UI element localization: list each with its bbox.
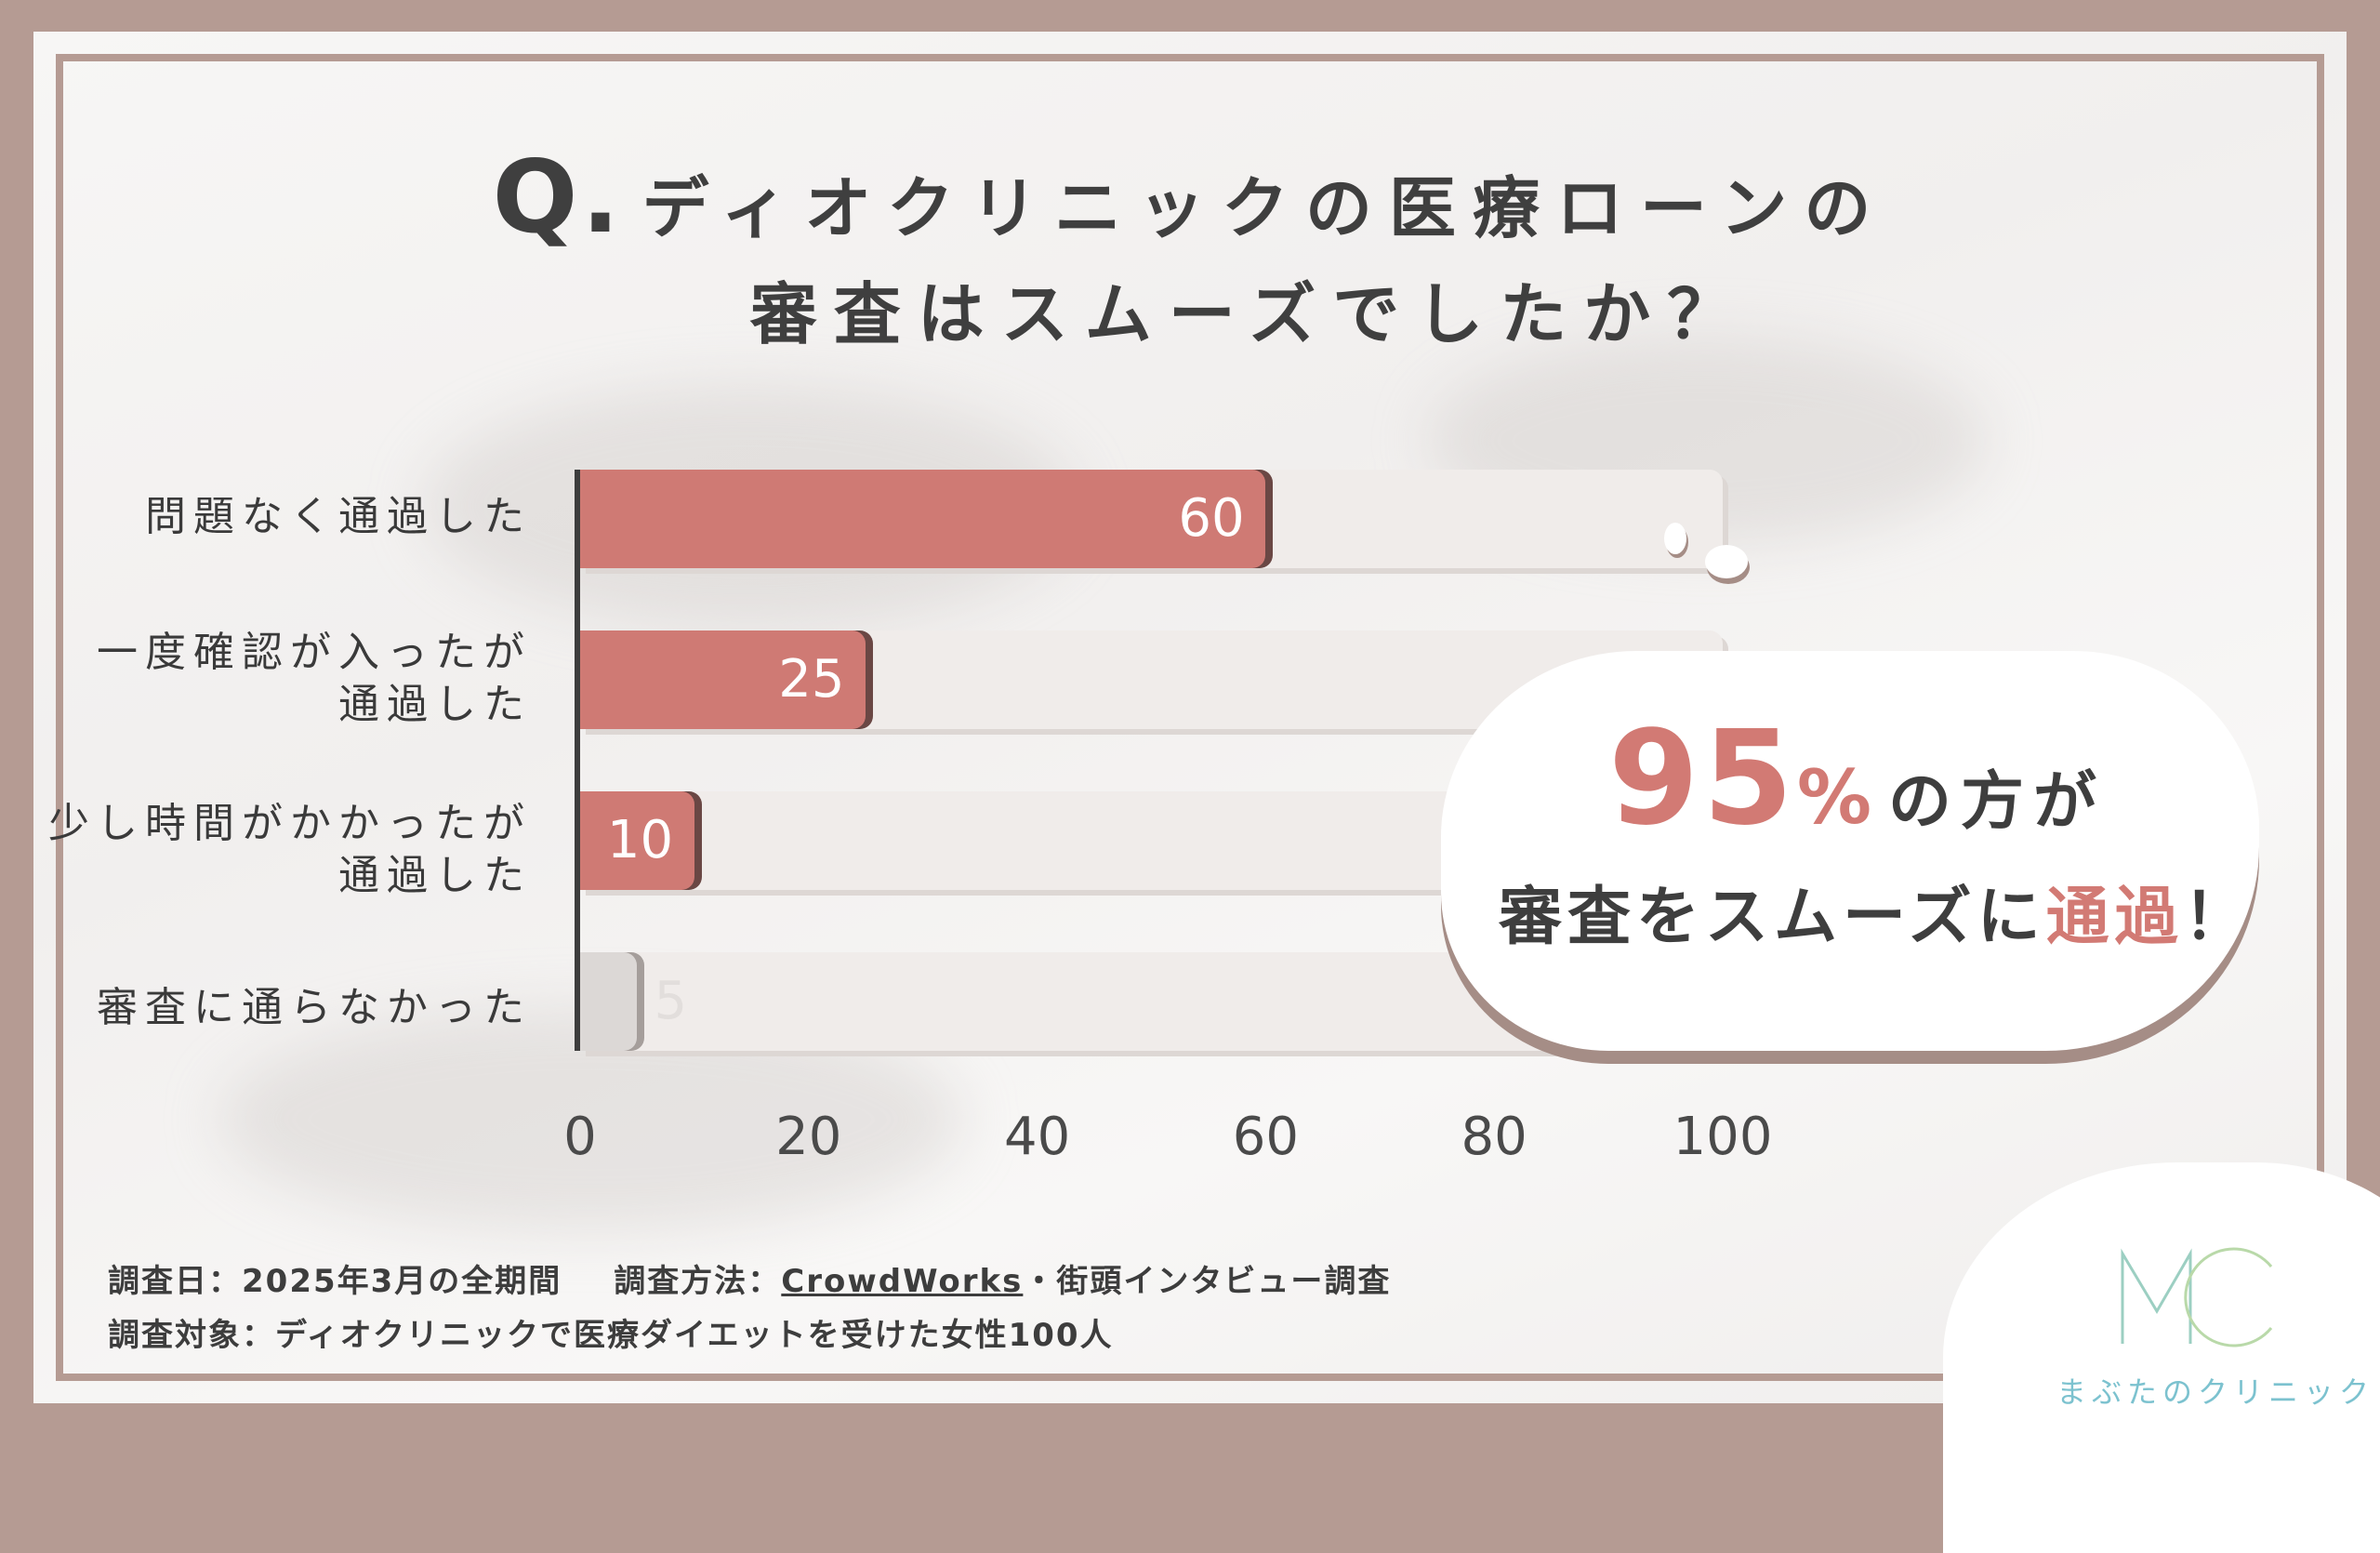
- bar-value-label: 5: [654, 971, 688, 1031]
- bar: [580, 630, 866, 729]
- category-label: 審査に通らなかった: [97, 984, 532, 1031]
- clinic-name: まぶたのクリニック: [2056, 1374, 2375, 1410]
- category-label: 一度確認が入ったが 通過した: [97, 629, 532, 728]
- title-line-1: ディオクリニックの医療ローンの: [641, 169, 1888, 247]
- callout-line-2: 審査をスムーズに通過！: [1499, 865, 2253, 957]
- bar: [580, 791, 694, 890]
- clinic-logo-icon: [2121, 1247, 2273, 1347]
- x-tick-label: 60: [1232, 1107, 1300, 1167]
- question-title: Q. ディオクリニックの医療ローンの 審査はスムーズでしたか？: [0, 139, 2380, 357]
- inner-frame: [56, 54, 2324, 1381]
- callout-text: 審査をスムーズに: [1499, 881, 2046, 954]
- survey-date: 調査日：2025年3月の全期間: [108, 1263, 562, 1300]
- bar-value-label: 25: [778, 649, 845, 710]
- logo-background: [1943, 1162, 2380, 1553]
- bar-value-label: 60: [1178, 488, 1245, 549]
- survey-method-link[interactable]: CrowdWorks: [781, 1263, 1024, 1300]
- callout-bubble: [1441, 651, 2259, 1051]
- callout-text: の方が: [1887, 765, 2106, 839]
- x-tick-label: 0: [563, 1107, 597, 1167]
- callout-exclamation: ！: [2183, 881, 2253, 954]
- callout-percent-value: 95: [1608, 703, 1797, 855]
- bubble-tail-dot: [1664, 523, 1686, 554]
- callout-line-1: 95% の方が: [1608, 703, 2106, 855]
- x-tick-label: 80: [1461, 1107, 1527, 1167]
- x-tick-label: 100: [1673, 1107, 1773, 1167]
- bar: [580, 470, 1266, 568]
- survey-method-rest: ・街頭インタビュー調査: [1023, 1263, 1392, 1300]
- survey-info-line-1: 調査日：2025年3月の全期間 調査方法：CrowdWorks・街頭インタビュー調…: [108, 1255, 1391, 1301]
- category-label: 少し時間がかかったが 通過した: [48, 800, 532, 899]
- bubble-tail-dot: [1705, 545, 1748, 578]
- callout-accent-text: 通過: [2045, 881, 2184, 954]
- callout-percent-sign: %: [1796, 754, 1871, 841]
- bar: [580, 952, 638, 1051]
- category-label: 問題なく通過した: [145, 493, 532, 540]
- x-tick-label: 20: [775, 1107, 842, 1167]
- question-marker: Q.: [492, 139, 624, 256]
- x-tick-label: 40: [1003, 1107, 1071, 1167]
- bar-value-label: 10: [606, 810, 674, 870]
- survey-method-label: 調査方法：: [614, 1263, 782, 1300]
- title-line-2: 審査はスムーズでしたか？: [749, 275, 1752, 353]
- survey-target: 調査対象：ディオクリニックで医療ダイエットを受けた女性100人: [108, 1317, 1114, 1354]
- y-axis-line: [575, 470, 580, 1051]
